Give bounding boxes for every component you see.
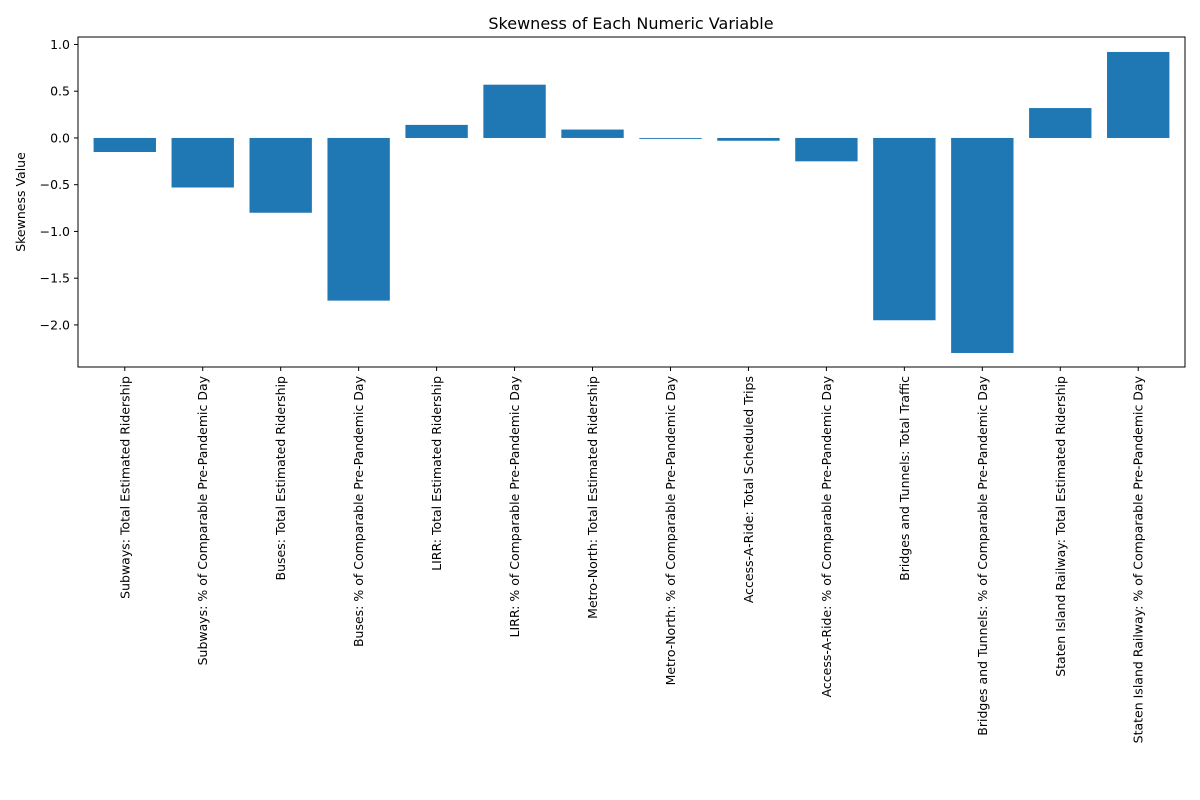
- bar-2: [249, 137, 312, 213]
- x-category-label: Metro-North: % of Comparable Pre-Pandemi…: [663, 375, 678, 685]
- x-category-label: Staten Island Railway: Total Estimated R…: [1053, 376, 1068, 677]
- x-category-label: Buses: % of Comparable Pre-Pandemic Day: [351, 375, 366, 647]
- bar-4: [405, 124, 468, 138]
- x-category-label: Bridges and Tunnels: % of Comparable Pre…: [975, 375, 990, 735]
- bar-7: [639, 137, 702, 139]
- bar-8: [717, 137, 780, 141]
- x-category-label: LIRR: Total Estimated Ridership: [429, 376, 444, 571]
- y-tick-label: 0.0: [50, 130, 70, 145]
- bar-0: [93, 137, 156, 152]
- bar-1: [171, 137, 234, 188]
- bar-10: [873, 137, 936, 321]
- x-category-label: Staten Island Railway: % of Comparable P…: [1131, 375, 1146, 743]
- y-tick-label: −1.5: [40, 271, 70, 286]
- bar-6: [561, 129, 624, 138]
- x-category-label: LIRR: % of Comparable Pre-Pandemic Day: [507, 375, 522, 637]
- y-axis-ticks: −2.0 −1.5 −1.0 −0.5 0.0 0.5 1.0: [40, 37, 78, 332]
- x-category-label: Buses: Total Estimated Ridership: [273, 376, 288, 581]
- plot-frame: [77, 36, 1186, 368]
- bar-3: [327, 137, 390, 301]
- chart-title: Skewness of Each Numeric Variable: [488, 14, 773, 33]
- y-tick-label: 0.5: [50, 84, 70, 99]
- x-category-label: Access-A-Ride: % of Comparable Pre-Pande…: [819, 375, 834, 697]
- x-axis-ticks: Subways: Total Estimated Ridership Subway…: [117, 367, 1146, 743]
- y-tick-label: −2.0: [40, 317, 70, 332]
- bar-5: [483, 84, 546, 138]
- x-category-label: Bridges and Tunnels: Total Traffic: [897, 376, 912, 581]
- bars-group: [93, 51, 1170, 353]
- y-tick-label: −0.5: [40, 177, 70, 192]
- bar-12: [1029, 108, 1092, 138]
- x-category-label: Access-A-Ride: Total Scheduled Trips: [741, 376, 756, 603]
- y-axis-label: Skewness Value: [13, 152, 28, 252]
- x-category-label: Subways: Total Estimated Ridership: [117, 376, 132, 599]
- y-tick-label: −1.0: [40, 224, 70, 239]
- bar-13: [1107, 51, 1170, 138]
- x-category-label: Metro-North: Total Estimated Ridership: [585, 376, 600, 619]
- x-category-label: Subways: % of Comparable Pre-Pandemic Da…: [195, 375, 210, 665]
- y-tick-label: 1.0: [50, 37, 70, 52]
- bar-11: [951, 137, 1014, 353]
- bar-9: [795, 137, 858, 162]
